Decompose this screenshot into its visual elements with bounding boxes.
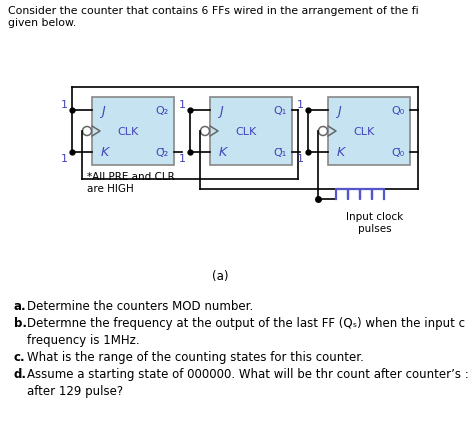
Text: Determine the counters MOD number.: Determine the counters MOD number. xyxy=(27,299,253,312)
Text: Q₂: Q₂ xyxy=(156,106,169,116)
Text: Q̅₂: Q̅₂ xyxy=(156,147,169,158)
Text: CLK: CLK xyxy=(353,127,374,137)
Text: J: J xyxy=(219,104,223,117)
Text: Consider the counter that contains 6 FFs wired in the arrangement of the fi: Consider the counter that contains 6 FFs… xyxy=(8,6,419,16)
Text: Q₀: Q₀ xyxy=(392,106,405,116)
Text: d.: d. xyxy=(14,367,27,380)
Text: CLK: CLK xyxy=(235,127,256,137)
Text: a.: a. xyxy=(14,299,27,312)
Text: 1: 1 xyxy=(179,100,186,110)
Text: J: J xyxy=(337,104,341,117)
Bar xyxy=(92,98,174,166)
Text: 1: 1 xyxy=(61,154,68,164)
Text: K: K xyxy=(337,146,345,159)
Text: 1: 1 xyxy=(297,154,304,164)
Text: Determne the frequency at the output of the last FF (Qₛ) when the input c: Determne the frequency at the output of … xyxy=(27,316,465,329)
Text: are HIGH: are HIGH xyxy=(87,184,134,194)
Text: CLK: CLK xyxy=(117,127,138,137)
Text: K: K xyxy=(101,146,109,159)
Text: b.: b. xyxy=(14,316,27,329)
Text: *All PRE and CLR: *All PRE and CLR xyxy=(87,172,175,181)
Bar xyxy=(328,98,410,166)
Text: after 129 pulse?: after 129 pulse? xyxy=(27,384,123,397)
Text: Q₁: Q₁ xyxy=(274,106,287,116)
Text: Input clock
pulses: Input clock pulses xyxy=(346,212,403,233)
Text: c.: c. xyxy=(14,350,26,363)
Text: frequency is 1MHz.: frequency is 1MHz. xyxy=(27,333,140,346)
Bar xyxy=(210,98,292,166)
Text: K: K xyxy=(219,146,227,159)
Text: J: J xyxy=(101,104,105,117)
Text: given below.: given below. xyxy=(8,18,76,28)
Text: 1: 1 xyxy=(179,154,186,164)
Text: 1: 1 xyxy=(297,100,304,110)
Text: What is the range of the counting states for this counter.: What is the range of the counting states… xyxy=(27,350,364,363)
Text: Q̅₁: Q̅₁ xyxy=(274,147,287,158)
Text: Q̅₀: Q̅₀ xyxy=(392,147,405,158)
Text: (a): (a) xyxy=(212,269,228,283)
Text: 1: 1 xyxy=(61,100,68,110)
Text: Assume a starting state of 000000. What will be thr count after counter’s :: Assume a starting state of 000000. What … xyxy=(27,367,469,380)
